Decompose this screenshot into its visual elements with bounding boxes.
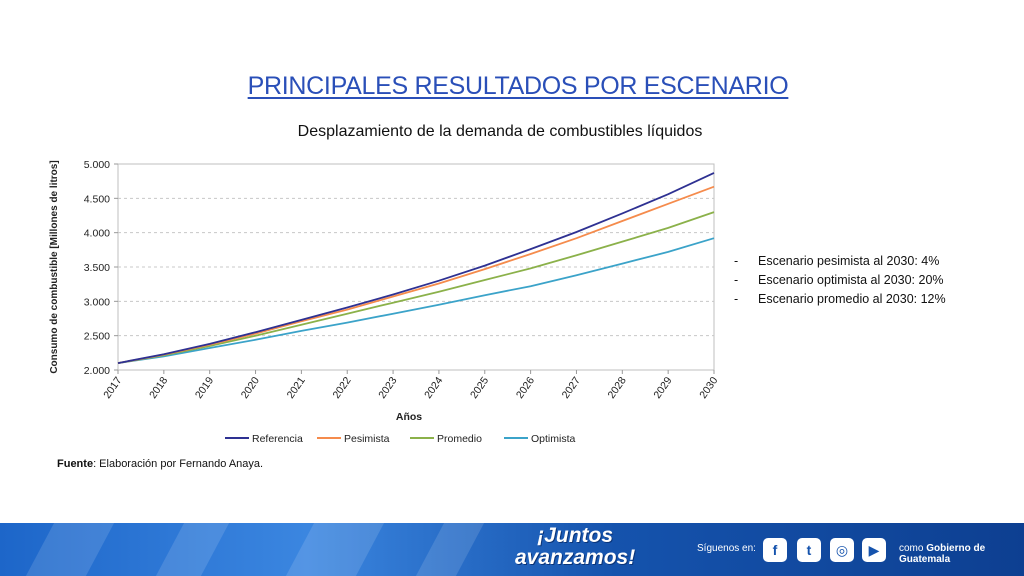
scenario-notes: Escenario pesimista al 2030: 4% Escenari… <box>734 252 946 309</box>
x-tick-label: 2025 <box>468 375 491 401</box>
footer-stripe <box>285 523 385 576</box>
legend-label: Referencia <box>252 433 303 445</box>
x-tick-label: 2030 <box>697 375 720 401</box>
x-tick-label: 2026 <box>514 375 537 401</box>
note-item: Escenario pesimista al 2030: 4% <box>734 252 946 271</box>
x-tick-label: 2029 <box>651 375 674 401</box>
series-line-referencia <box>117 172 715 364</box>
chart-subtitle: Desplazamiento de la demanda de combusti… <box>297 123 703 140</box>
footer-stripe <box>415 523 485 576</box>
y-tick-label: 3.000 <box>84 296 110 308</box>
x-tick-label: 2023 <box>376 375 399 401</box>
source-text: : Elaboración por Fernando Anaya. <box>93 458 264 470</box>
slogan-logo: ¡Juntos avanzamos! <box>515 525 635 569</box>
line-chart: 2.000 2.500 3.000 3.500 4.000 4.500 5.000 2017 2… <box>49 159 721 445</box>
y-tick-label: 2.500 <box>84 331 110 343</box>
government-label: como Gobierno de Guatemala <box>899 543 1024 565</box>
x-tick-label: 2020 <box>239 375 262 401</box>
youtube-icon[interactable]: ▶ <box>862 538 886 562</box>
facebook-icon[interactable]: f <box>763 538 787 562</box>
y-axis-title: Consumo de combustible [Millones de litr… <box>49 160 60 373</box>
x-tick-label: 2027 <box>560 375 583 401</box>
x-tick-label: 2017 <box>101 375 124 401</box>
footer-stripe <box>25 523 115 576</box>
instagram-icon[interactable]: ◎ <box>830 538 854 562</box>
follow-label: Síguenos en: <box>697 543 756 554</box>
footer-stripe <box>155 523 230 576</box>
x-tick-label: 2019 <box>193 375 216 401</box>
twitter-icon[interactable]: t <box>797 538 821 562</box>
source-label: Fuente <box>57 458 94 470</box>
x-tick-label: 2024 <box>422 375 445 401</box>
slogan-line: ¡Juntos <box>537 524 614 547</box>
gov-name: Gobierno de Guatemala <box>899 543 986 565</box>
legend-label: Promedio <box>437 433 482 445</box>
footer-banner: ¡Juntos avanzamos! Síguenos en: f t ◎ ▶ … <box>0 523 1024 576</box>
series-line-promedio <box>117 211 715 364</box>
note-item: Escenario promedio al 2030: 12% <box>734 290 946 309</box>
y-tick-label: 5.000 <box>84 159 110 171</box>
y-tick-label: 4.000 <box>84 228 110 240</box>
x-tick-label: 2021 <box>285 375 308 401</box>
source-note: Fuente: Elaboración por Fernando Anaya. <box>57 458 263 470</box>
y-tick-label: 3.500 <box>84 262 110 274</box>
y-tick-label: 4.500 <box>84 193 110 205</box>
y-tick-label: 2.000 <box>84 365 110 377</box>
legend-label: Optimista <box>531 433 576 445</box>
gov-prefix: como <box>899 543 927 554</box>
note-item: Escenario optimista al 2030: 20% <box>734 271 946 290</box>
legend-label: Pesimista <box>344 433 390 445</box>
series-line-optimista <box>117 237 715 364</box>
slogan-line: avanzamos! <box>515 546 636 569</box>
x-tick-label: 2022 <box>330 375 353 401</box>
x-tick-label: 2028 <box>606 375 629 401</box>
x-axis-title: Años <box>396 411 422 423</box>
x-tick-label: 2018 <box>147 375 170 401</box>
page-title: PRINCIPALES RESULTADOS POR ESCENARIO <box>247 72 789 100</box>
